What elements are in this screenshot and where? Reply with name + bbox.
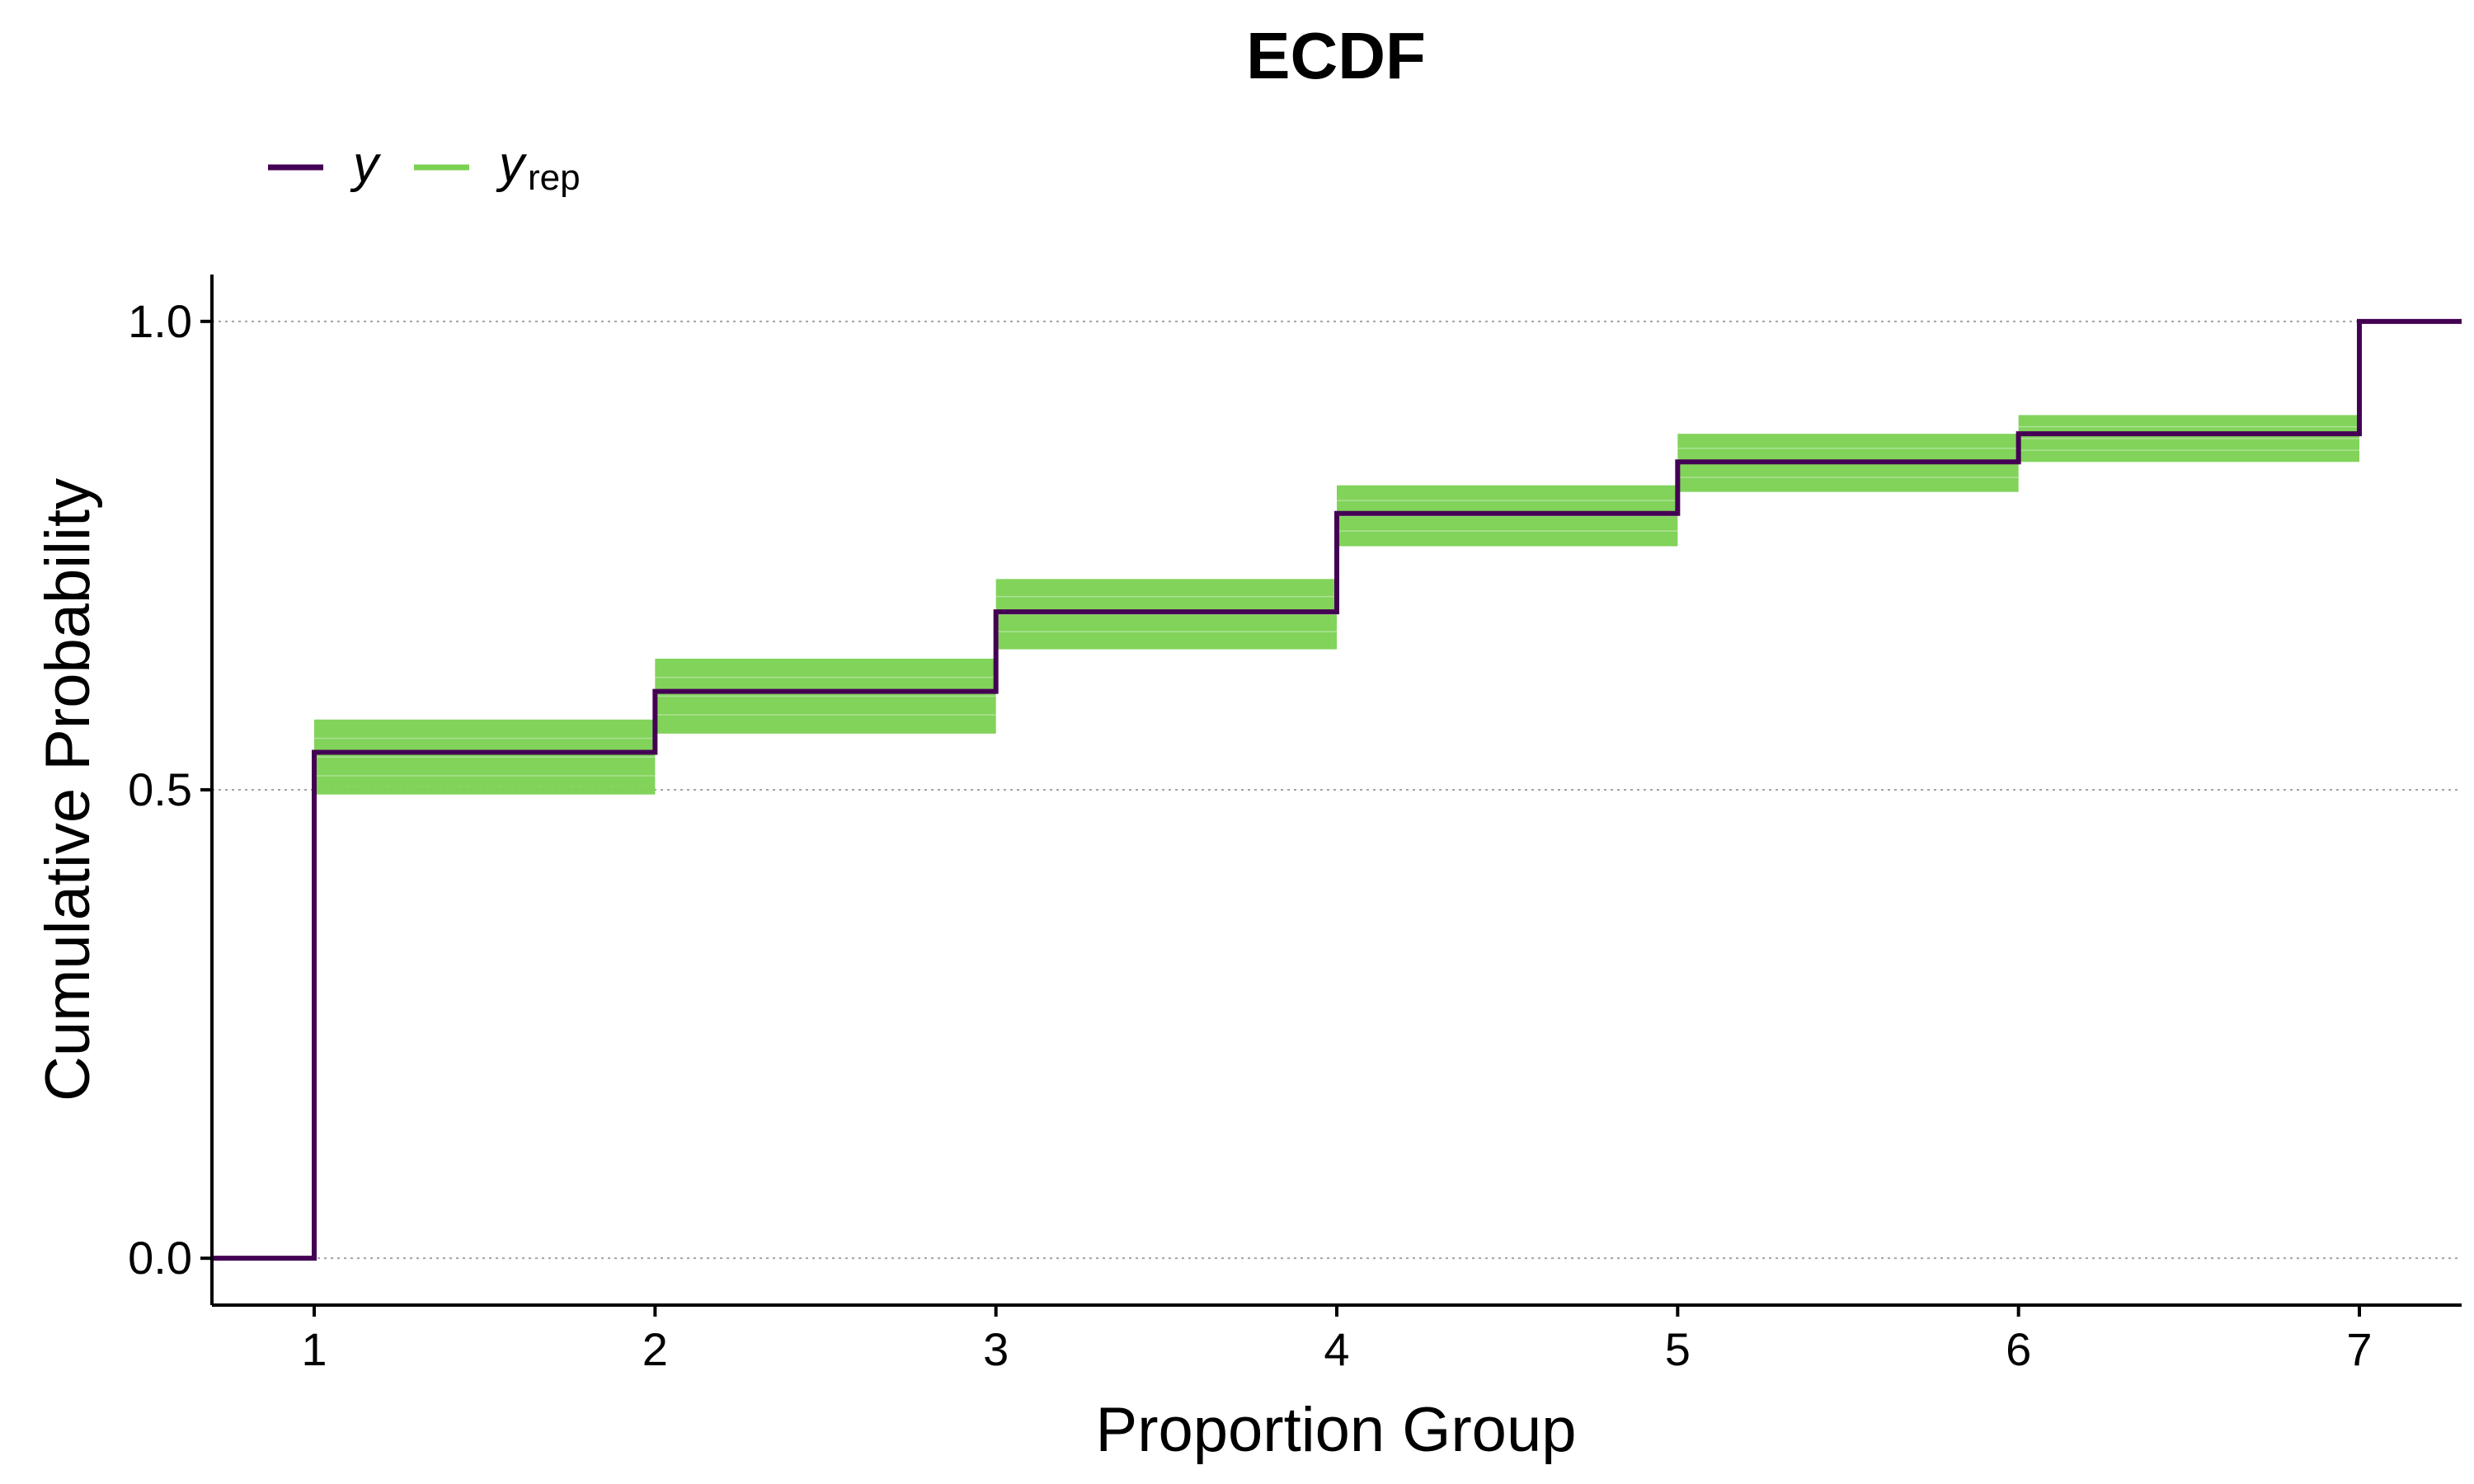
replicated-band — [655, 658, 996, 734]
x-tick-label: 3 — [983, 1323, 1009, 1375]
x-axis-ticks: 1 2 3 4 5 6 7 — [301, 1305, 2373, 1375]
x-tick-label: 2 — [642, 1323, 668, 1375]
chart-title: ECDF — [1246, 19, 1426, 92]
legend-label-observed: y — [350, 136, 382, 193]
replicated-band — [2018, 415, 2359, 463]
y-tick-label: 1.0 — [128, 295, 192, 347]
x-tick-label: 4 — [1324, 1323, 1349, 1375]
x-tick-label: 5 — [1665, 1323, 1691, 1375]
x-axis-title: Proportion Group — [1096, 1395, 1577, 1465]
y-tick-label: 0.0 — [128, 1232, 192, 1284]
observed-ecdf — [212, 318, 2462, 1261]
x-tick-label: 6 — [2006, 1323, 2031, 1375]
gridlines — [212, 320, 2462, 1260]
x-tick-label: 7 — [2346, 1323, 2372, 1375]
replicated-band — [314, 719, 656, 795]
legend: y yrep — [268, 136, 581, 198]
y-axis-ticks: 0.0 0.5 1.0 — [128, 295, 212, 1284]
x-tick-label: 1 — [301, 1323, 327, 1375]
legend-label-replicated: yrep — [496, 136, 581, 198]
y-tick-label: 0.5 — [128, 763, 192, 815]
y-axis-title: Cumulative Probability — [33, 478, 103, 1101]
observed-step-line — [212, 318, 2462, 1261]
